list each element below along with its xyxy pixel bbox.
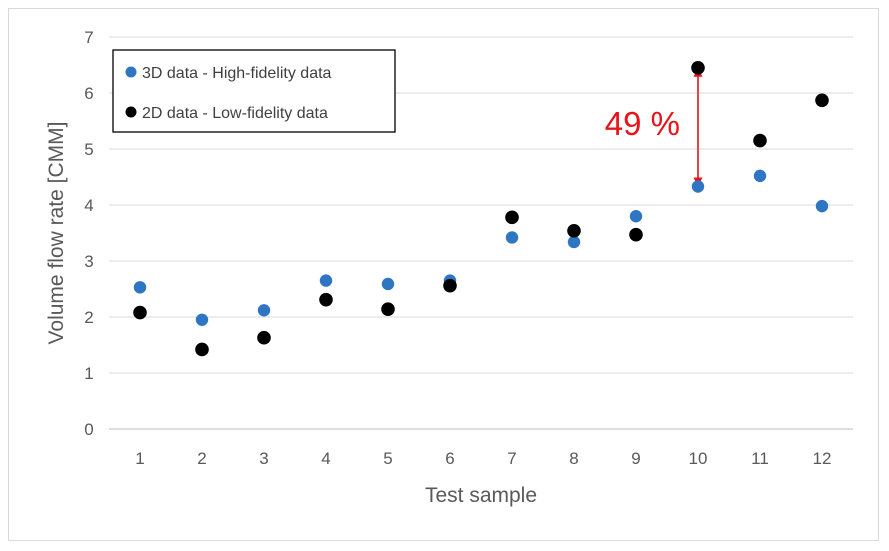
x-tick-label: 4 xyxy=(321,449,330,468)
x-tick-label: 11 xyxy=(751,449,769,468)
point-2d-12 xyxy=(815,93,829,108)
x-tick-label: 5 xyxy=(383,449,392,468)
point-2d-3 xyxy=(257,330,271,345)
legend-marker-3d xyxy=(125,66,137,78)
legend-label-3d: 3D data - High-fidelity data xyxy=(142,65,332,82)
point-2d-2 xyxy=(195,342,209,357)
x-axis-title: Test sample xyxy=(425,484,537,507)
y-tick-label: 5 xyxy=(84,140,93,159)
y-tick-label: 4 xyxy=(84,196,93,215)
point-3d-12 xyxy=(815,199,829,213)
x-tick-label: 3 xyxy=(259,449,268,468)
y-tick-label: 3 xyxy=(84,252,93,271)
point-2d-1 xyxy=(133,305,147,320)
x-tick-label: 1 xyxy=(135,449,144,468)
point-3d-3 xyxy=(257,304,271,317)
x-tick-label: 8 xyxy=(569,449,578,468)
data-points xyxy=(133,61,829,357)
x-tick-label: 10 xyxy=(689,449,708,468)
x-tick-label: 12 xyxy=(813,449,832,468)
point-3d-7 xyxy=(505,231,519,244)
x-tick-label: 9 xyxy=(631,449,640,468)
point-3d-8 xyxy=(567,235,581,249)
point-2d-10 xyxy=(691,61,705,75)
y-tick-label: 1 xyxy=(84,364,93,383)
point-3d-1 xyxy=(133,281,147,294)
point-3d-11 xyxy=(753,169,767,183)
point-2d-7 xyxy=(505,210,519,225)
point-2d-9 xyxy=(629,227,643,242)
point-2d-4 xyxy=(319,292,333,307)
y-tick-label: 7 xyxy=(84,28,93,47)
point-3d-10 xyxy=(691,180,705,193)
point-3d-4 xyxy=(319,274,333,287)
legend-marker-2d xyxy=(125,106,137,118)
point-3d-5 xyxy=(381,277,395,291)
y-tick-label: 0 xyxy=(84,420,93,439)
legend-box xyxy=(112,49,396,133)
y-tick-label: 2 xyxy=(84,308,93,327)
legend: 3D data - High-fidelity data 2D data - L… xyxy=(112,49,396,133)
y-axis-title: Volume flow rate [CMM] xyxy=(45,122,68,345)
legend-label-2d: 2D data - Low-fidelity data xyxy=(142,105,328,122)
point-2d-6 xyxy=(443,278,457,293)
point-2d-8 xyxy=(567,223,581,238)
point-3d-2 xyxy=(195,313,209,326)
x-tick-label: 7 xyxy=(507,449,516,468)
x-tick-label: 6 xyxy=(445,449,454,468)
series-2d-low-fidelity xyxy=(133,61,829,357)
gridlines xyxy=(109,36,853,430)
point-3d-9 xyxy=(629,210,643,223)
annotation-group: 49 % xyxy=(605,67,703,187)
x-tick-label: 2 xyxy=(197,449,206,468)
y-tick-label: 6 xyxy=(84,84,93,103)
point-2d-5 xyxy=(381,302,395,316)
annotation-label: 49 % xyxy=(605,105,680,142)
point-2d-11 xyxy=(753,133,767,148)
series-3d-high-fidelity xyxy=(133,169,829,326)
